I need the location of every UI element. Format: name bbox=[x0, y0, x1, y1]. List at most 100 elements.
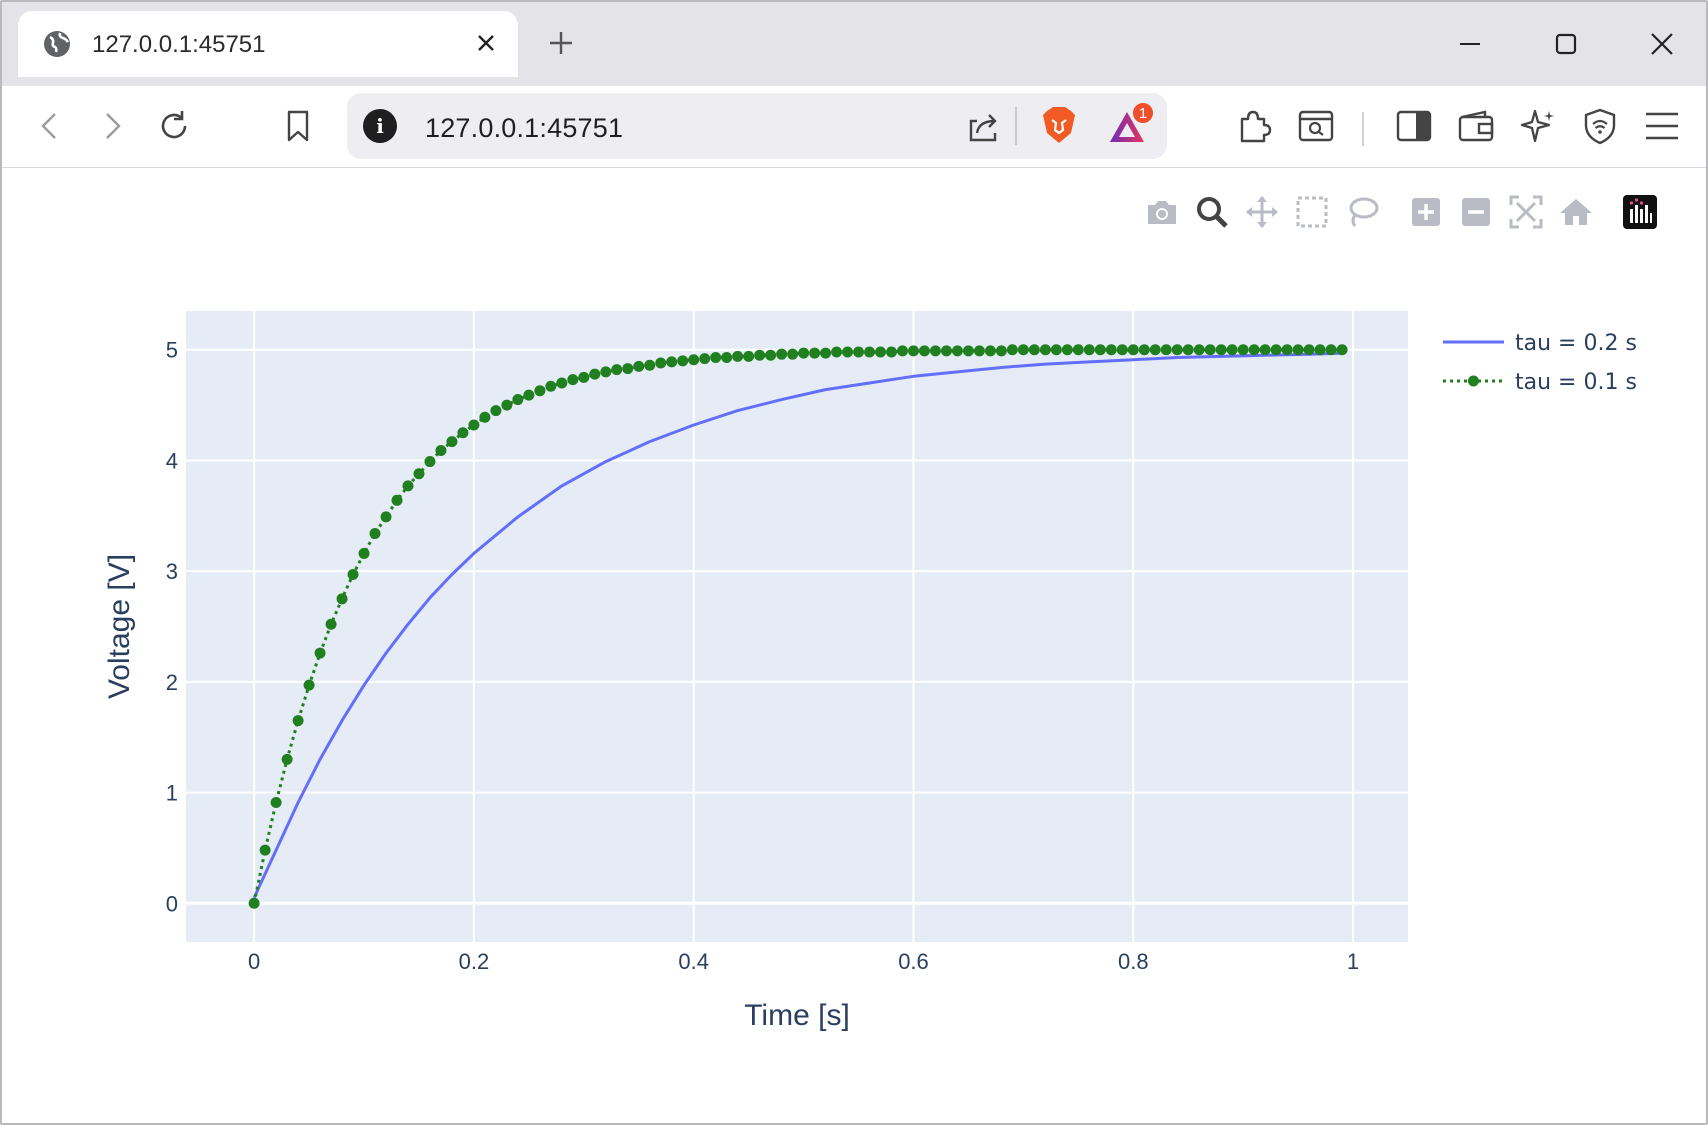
data-point[interactable] bbox=[1006, 344, 1018, 356]
data-point[interactable] bbox=[809, 347, 821, 359]
data-point[interactable] bbox=[907, 345, 919, 357]
data-point[interactable] bbox=[995, 345, 1007, 357]
forward-icon[interactable] bbox=[92, 106, 132, 146]
extensions-icon[interactable] bbox=[1234, 106, 1274, 146]
data-point[interactable] bbox=[303, 679, 315, 691]
data-point[interactable] bbox=[479, 411, 491, 423]
data-point[interactable] bbox=[1270, 344, 1282, 356]
reload-icon[interactable] bbox=[154, 106, 194, 146]
data-point[interactable] bbox=[1050, 344, 1062, 356]
data-point[interactable] bbox=[776, 348, 788, 360]
data-point[interactable] bbox=[1336, 344, 1348, 356]
data-point[interactable] bbox=[1325, 344, 1337, 356]
data-point[interactable] bbox=[1314, 344, 1326, 356]
data-point[interactable] bbox=[743, 350, 755, 362]
series-line[interactable] bbox=[252, 348, 1343, 904]
data-point[interactable] bbox=[962, 345, 974, 357]
data-point[interactable] bbox=[622, 363, 634, 375]
address-bar[interactable]: i 127.0.0.1:45751 1 bbox=[347, 93, 1167, 159]
data-point[interactable] bbox=[270, 797, 282, 809]
data-point[interactable] bbox=[677, 355, 689, 367]
data-point[interactable] bbox=[1017, 344, 1029, 356]
pan-icon[interactable] bbox=[1242, 192, 1282, 232]
data-point[interactable] bbox=[369, 528, 381, 540]
legend[interactable]: tau = 0.2 s tau = 0.1 s bbox=[1443, 331, 1637, 395]
data-point[interactable] bbox=[567, 374, 579, 386]
sidebar-icon[interactable] bbox=[1394, 106, 1434, 146]
data-point[interactable] bbox=[446, 436, 458, 448]
data-point[interactable] bbox=[1072, 344, 1084, 356]
data-point[interactable] bbox=[754, 349, 766, 361]
zoom-out-icon[interactable] bbox=[1456, 192, 1496, 232]
data-point[interactable] bbox=[940, 345, 952, 357]
data-point[interactable] bbox=[831, 346, 843, 358]
data-point[interactable] bbox=[1171, 344, 1183, 356]
window-close-icon[interactable] bbox=[1642, 24, 1682, 64]
data-point[interactable] bbox=[336, 593, 348, 605]
data-point[interactable] bbox=[556, 377, 568, 389]
data-point[interactable] bbox=[468, 419, 480, 431]
data-point[interactable] bbox=[457, 427, 469, 439]
data-point[interactable] bbox=[1303, 344, 1315, 356]
reset-axes-icon[interactable] bbox=[1556, 192, 1596, 232]
data-point[interactable] bbox=[1237, 344, 1249, 356]
plot-area[interactable] bbox=[186, 311, 1408, 942]
data-point[interactable] bbox=[314, 647, 326, 659]
camera-icon[interactable] bbox=[1142, 192, 1182, 232]
autoscale-icon[interactable] bbox=[1506, 192, 1546, 232]
data-point[interactable] bbox=[918, 345, 930, 357]
box-select-icon[interactable] bbox=[1292, 192, 1332, 232]
data-point[interactable] bbox=[886, 346, 898, 358]
data-point[interactable] bbox=[1149, 344, 1161, 356]
data-point[interactable] bbox=[1105, 344, 1117, 356]
plus-icon[interactable] bbox=[544, 26, 578, 60]
data-point[interactable] bbox=[1226, 344, 1238, 356]
data-point[interactable] bbox=[435, 444, 447, 456]
data-point[interactable] bbox=[951, 345, 963, 357]
data-point[interactable] bbox=[248, 897, 260, 909]
browser-tab[interactable]: 127.0.0.1:45751 bbox=[18, 11, 518, 77]
series-line[interactable] bbox=[252, 351, 1343, 899]
data-point[interactable] bbox=[820, 347, 832, 359]
data-point[interactable] bbox=[973, 345, 985, 357]
data-point[interactable] bbox=[259, 844, 271, 856]
data-point[interactable] bbox=[534, 385, 546, 397]
data-point[interactable] bbox=[292, 715, 304, 727]
data-point[interactable] bbox=[611, 364, 623, 376]
data-point[interactable] bbox=[929, 345, 941, 357]
data-point[interactable] bbox=[732, 350, 744, 362]
data-point[interactable] bbox=[1083, 344, 1095, 356]
data-point[interactable] bbox=[600, 366, 612, 378]
data-point[interactable] bbox=[1204, 344, 1216, 356]
data-point[interactable] bbox=[666, 356, 678, 368]
menu-icon[interactable] bbox=[1642, 106, 1682, 146]
data-point[interactable] bbox=[501, 399, 513, 411]
data-point[interactable] bbox=[1028, 344, 1040, 356]
data-point[interactable] bbox=[391, 494, 403, 506]
zoom-in-icon[interactable] bbox=[1406, 192, 1446, 232]
data-point[interactable] bbox=[424, 456, 436, 468]
brave-lion-icon[interactable] bbox=[1039, 105, 1079, 145]
maximize-icon[interactable] bbox=[1546, 24, 1586, 64]
data-point[interactable] bbox=[1127, 344, 1139, 356]
url-text[interactable]: 127.0.0.1:45751 bbox=[425, 113, 624, 143]
data-point[interactable] bbox=[1182, 344, 1194, 356]
share-icon[interactable] bbox=[963, 107, 1003, 147]
data-point[interactable] bbox=[721, 351, 733, 363]
data-point[interactable] bbox=[1281, 344, 1293, 356]
data-point[interactable] bbox=[875, 346, 887, 358]
data-point[interactable] bbox=[402, 480, 414, 492]
data-point[interactable] bbox=[325, 618, 337, 630]
data-point[interactable] bbox=[655, 357, 667, 369]
data-point[interactable] bbox=[578, 371, 590, 383]
data-point[interactable] bbox=[380, 511, 392, 523]
back-icon[interactable] bbox=[30, 106, 70, 146]
info-icon[interactable]: i bbox=[363, 109, 397, 143]
legend-label[interactable]: tau = 0.1 s bbox=[1515, 370, 1637, 395]
bookmark-icon[interactable] bbox=[278, 106, 318, 146]
data-point[interactable] bbox=[1292, 344, 1304, 356]
data-point[interactable] bbox=[699, 353, 711, 365]
data-point[interactable] bbox=[842, 346, 854, 358]
rewards-triangle-icon[interactable] bbox=[1107, 107, 1147, 147]
data-point[interactable] bbox=[644, 359, 656, 371]
